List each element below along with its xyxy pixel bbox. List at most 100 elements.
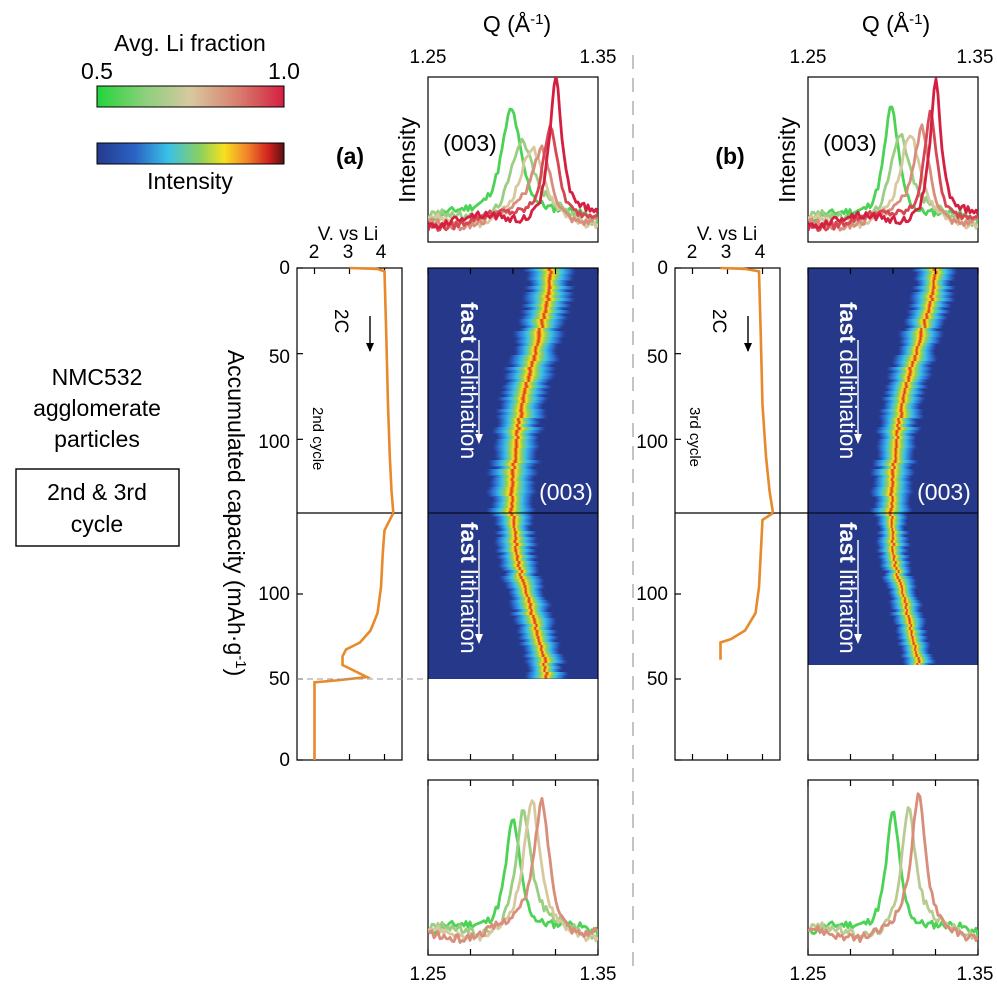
heatmap-row xyxy=(489,478,535,482)
heatmap-row xyxy=(498,528,531,532)
heatmap-row xyxy=(524,657,566,661)
heatmap-row xyxy=(891,358,939,362)
panel-b-bq-tick-left: 1.25 xyxy=(790,964,827,985)
li-fraction-colorbar xyxy=(96,85,285,108)
heatmap-row xyxy=(889,370,932,374)
heatmap-row xyxy=(891,618,928,622)
heatmap-row xyxy=(880,576,916,580)
heatmap-row xyxy=(508,355,560,359)
heatmap-row xyxy=(876,519,908,523)
heatmap-row xyxy=(900,343,937,347)
diffraction-series-0 xyxy=(428,107,598,223)
panel-a-q-tick-right: 1.35 xyxy=(580,47,617,68)
heatmap-row xyxy=(899,639,927,643)
heatmap-row xyxy=(879,558,909,562)
heatmap-row xyxy=(916,283,951,287)
heatmap-row xyxy=(880,397,927,401)
heatmap-row xyxy=(503,573,537,577)
heatmap-row xyxy=(899,337,942,341)
heatmap-row xyxy=(521,298,577,302)
panel-a-heatmap-ticks xyxy=(427,268,599,760)
heatmap-row xyxy=(497,418,540,422)
heatmap-row xyxy=(895,636,930,640)
heatmap-row xyxy=(907,313,946,317)
panel-b-heatmap-ticks xyxy=(807,268,979,760)
capacity-axis-title: Accumulated capacity (mAh·g-1) xyxy=(223,350,250,677)
heatmap-row xyxy=(502,394,545,398)
panel-b-label: (b) xyxy=(715,143,744,169)
heatmap-row xyxy=(912,277,956,281)
panel-a-q-title: Q (Å-1) xyxy=(483,10,551,37)
heatmap-row xyxy=(494,537,538,541)
heatmap-row xyxy=(507,361,557,365)
heatmap-row xyxy=(896,624,926,628)
panel-b-vtick-3: 3 xyxy=(721,242,732,263)
heatmap-row xyxy=(496,421,542,425)
panel-b-heatmap-peak-label: (003) xyxy=(917,479,971,505)
heatmap-row xyxy=(493,448,539,452)
heatmap-row xyxy=(521,654,565,658)
heatmap-row xyxy=(886,382,926,386)
heatmap-row xyxy=(897,331,945,335)
panel-a-lith-label: fast lithiation xyxy=(456,522,482,654)
heatmap-row xyxy=(879,561,913,565)
heatmap-row xyxy=(889,606,922,610)
panel-a-bottom-ticks xyxy=(427,780,599,955)
heatmap-row xyxy=(502,373,557,377)
heatmap-row xyxy=(497,424,538,428)
heatmap-row xyxy=(513,346,559,350)
panel-a-bq-tick-left: 1.25 xyxy=(410,964,447,985)
heatmap-row xyxy=(876,516,909,520)
heatmap-row xyxy=(502,376,556,380)
panel-a-cap-tick-50: 50 xyxy=(269,347,290,368)
heatmap-row xyxy=(521,639,557,643)
panel-b-voltage-ticks xyxy=(675,267,764,761)
heatmap-row xyxy=(879,421,919,425)
heatmap-row xyxy=(877,457,914,461)
panel-a-voltage-ticks xyxy=(297,267,386,761)
heatmap-row xyxy=(897,346,937,350)
panel-a-label: (a) xyxy=(336,143,364,169)
heatmap-row xyxy=(488,460,543,464)
heatmap-row xyxy=(876,454,915,458)
heatmap-row xyxy=(499,558,536,562)
panel-b-bq-tick-right: 1.35 xyxy=(957,964,994,985)
heatmap-row xyxy=(885,582,917,586)
heatmap-row xyxy=(877,451,915,455)
panel-b-q-tick-left: 1.25 xyxy=(790,47,827,68)
heatmap-row xyxy=(902,657,935,661)
heatmap-row xyxy=(879,436,917,440)
panel-a-lith-heatmap xyxy=(489,513,570,679)
heatmap-row xyxy=(906,304,953,308)
heatmap-row xyxy=(873,505,912,509)
heatmap-row xyxy=(499,406,544,410)
heatmap-row xyxy=(868,511,912,513)
heatmap-row xyxy=(499,576,544,580)
heatmap-row xyxy=(872,478,912,482)
heatmap-row xyxy=(488,481,537,485)
heatmap-row xyxy=(908,295,954,299)
heatmap-row xyxy=(493,516,535,520)
heatmap-row xyxy=(491,496,534,500)
heatmap-row xyxy=(897,352,936,356)
panel-a-cap-tick-100: 100 xyxy=(258,432,290,453)
heatmap-row xyxy=(502,367,558,371)
heatmap-row xyxy=(905,316,949,320)
heatmap-row xyxy=(875,531,911,535)
heatmap-row xyxy=(903,328,939,332)
heatmap-row xyxy=(522,292,576,296)
panel-b-voltage-frame xyxy=(674,267,781,761)
panel-a-cap-tick-100b: 100 xyxy=(258,584,290,605)
heatmap-row xyxy=(500,385,553,389)
heatmap-row xyxy=(495,555,540,559)
heatmap-row xyxy=(526,666,564,670)
heatmap-row xyxy=(522,648,560,652)
heatmap-row xyxy=(888,612,925,616)
panel-b-intensity-label: Intensity xyxy=(774,117,800,203)
panel-a-voltage-title: V. vs Li xyxy=(318,224,379,245)
heatmap-row xyxy=(888,600,922,604)
heatmap-row xyxy=(493,522,535,526)
heatmap-row xyxy=(514,349,557,353)
panel-b-lith-label: fast lithiation xyxy=(835,522,861,654)
